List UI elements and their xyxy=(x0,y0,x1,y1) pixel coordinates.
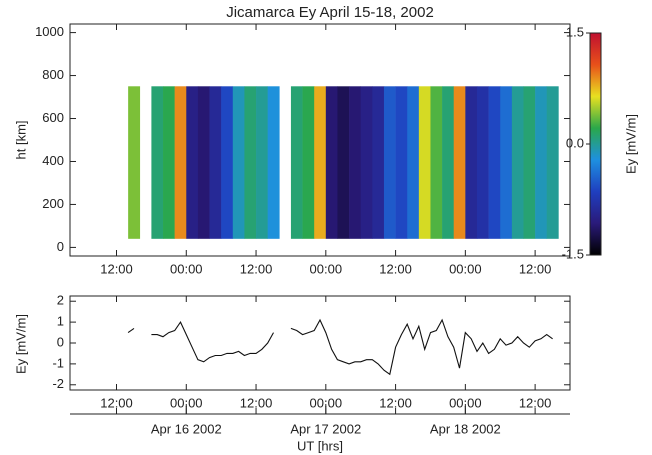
y-tick-label: -1 xyxy=(52,355,64,370)
heatmap-cell xyxy=(407,86,420,239)
x-tick-label: 12:00 xyxy=(379,395,412,410)
y-tick-label: 2 xyxy=(57,293,64,308)
plot-frame xyxy=(69,23,571,257)
x-tick-label: 12:00 xyxy=(519,395,552,410)
heatmap-cell xyxy=(174,86,187,239)
x-tick-label: 00:00 xyxy=(449,261,482,276)
heatmap-cell xyxy=(465,86,478,239)
x-tick-label: 12:00 xyxy=(100,261,133,276)
heatmap-cell xyxy=(256,86,268,239)
y-tick-label: 0 xyxy=(57,239,64,254)
heatmap-cell xyxy=(290,86,303,239)
date-tick-label: Apr 16 2002 xyxy=(151,421,222,436)
heatmap-cell xyxy=(442,86,455,239)
y-tick-label: 0 xyxy=(57,334,64,349)
colorbar-label: Ey [mV/m] xyxy=(623,114,638,174)
heatmap-cell xyxy=(325,86,338,239)
heatmap-cell xyxy=(488,86,501,239)
heatmap-cell xyxy=(395,86,408,239)
heatmap-cell xyxy=(535,86,548,239)
y-tick-label: 200 xyxy=(42,196,64,211)
x-tick-label: 12:00 xyxy=(379,261,412,276)
heatmap-cell xyxy=(244,86,257,239)
y-tick-label: 600 xyxy=(42,110,64,125)
heatmap-cell xyxy=(232,86,245,239)
heatmap-cell xyxy=(372,86,385,239)
heatmap-cell xyxy=(337,86,350,239)
heatmap-cell xyxy=(314,86,327,239)
plot-frame xyxy=(69,295,571,391)
date-tick-label: Apr 17 2002 xyxy=(290,421,361,436)
x-tick-label: 12:00 xyxy=(519,261,552,276)
x-tick-label: 12:00 xyxy=(240,261,273,276)
heatmap-cell xyxy=(151,86,164,239)
x-tick-label: 00:00 xyxy=(170,261,203,276)
heatmap-cell xyxy=(221,86,234,239)
y-tick-label: 1 xyxy=(57,314,64,329)
heatmap-cell xyxy=(349,86,361,239)
heatmap-cell xyxy=(360,86,373,239)
colorbar-tick-label: -1.5 xyxy=(562,246,584,261)
heatmap-cell xyxy=(128,86,141,239)
y-tick-label: 1000 xyxy=(35,24,64,39)
x-axis-label: UT [hrs] xyxy=(297,438,343,453)
data-line xyxy=(127,318,553,376)
heatmap-cell xyxy=(163,86,175,239)
heatmap-cell xyxy=(511,86,524,239)
y-axis-label: ht [km] xyxy=(13,120,28,159)
colorbar-tick-label: 0.0 xyxy=(566,135,584,150)
heatmap-cell xyxy=(453,86,466,239)
heatmap-cell xyxy=(197,86,210,239)
y-tick-label: -2 xyxy=(52,376,64,391)
x-tick-label: 00:00 xyxy=(170,395,203,410)
colorbar xyxy=(589,32,602,256)
heatmap-cell xyxy=(476,86,489,239)
colorbar-tick-label: 1.5 xyxy=(566,24,584,39)
date-tick-label: Apr 18 2002 xyxy=(430,421,501,436)
heatmap-cell xyxy=(267,86,280,239)
x-tick-label: 00:00 xyxy=(449,395,482,410)
heatmap-cell xyxy=(302,86,315,239)
heatmap-cell xyxy=(523,86,536,239)
chart-title: Jicamarca Ey April 15-18, 2002 xyxy=(226,4,434,21)
heatmap-cell xyxy=(383,86,396,239)
y-tick-label: 800 xyxy=(42,67,64,82)
x-tick-label: 12:00 xyxy=(100,395,133,410)
y-tick-label: 400 xyxy=(42,153,64,168)
heatmap-cell xyxy=(418,86,431,239)
heatmap-cell xyxy=(430,86,443,239)
heatmap-cell xyxy=(500,86,513,239)
x-tick-label: 12:00 xyxy=(240,395,273,410)
y-axis-label: Ey [mV/m] xyxy=(13,314,28,374)
heatmap-cell xyxy=(546,86,559,239)
heatmap-cell xyxy=(209,86,222,239)
x-tick-label: 00:00 xyxy=(310,261,343,276)
x-tick-label: 00:00 xyxy=(310,395,343,410)
heatmap-cell xyxy=(186,86,199,239)
